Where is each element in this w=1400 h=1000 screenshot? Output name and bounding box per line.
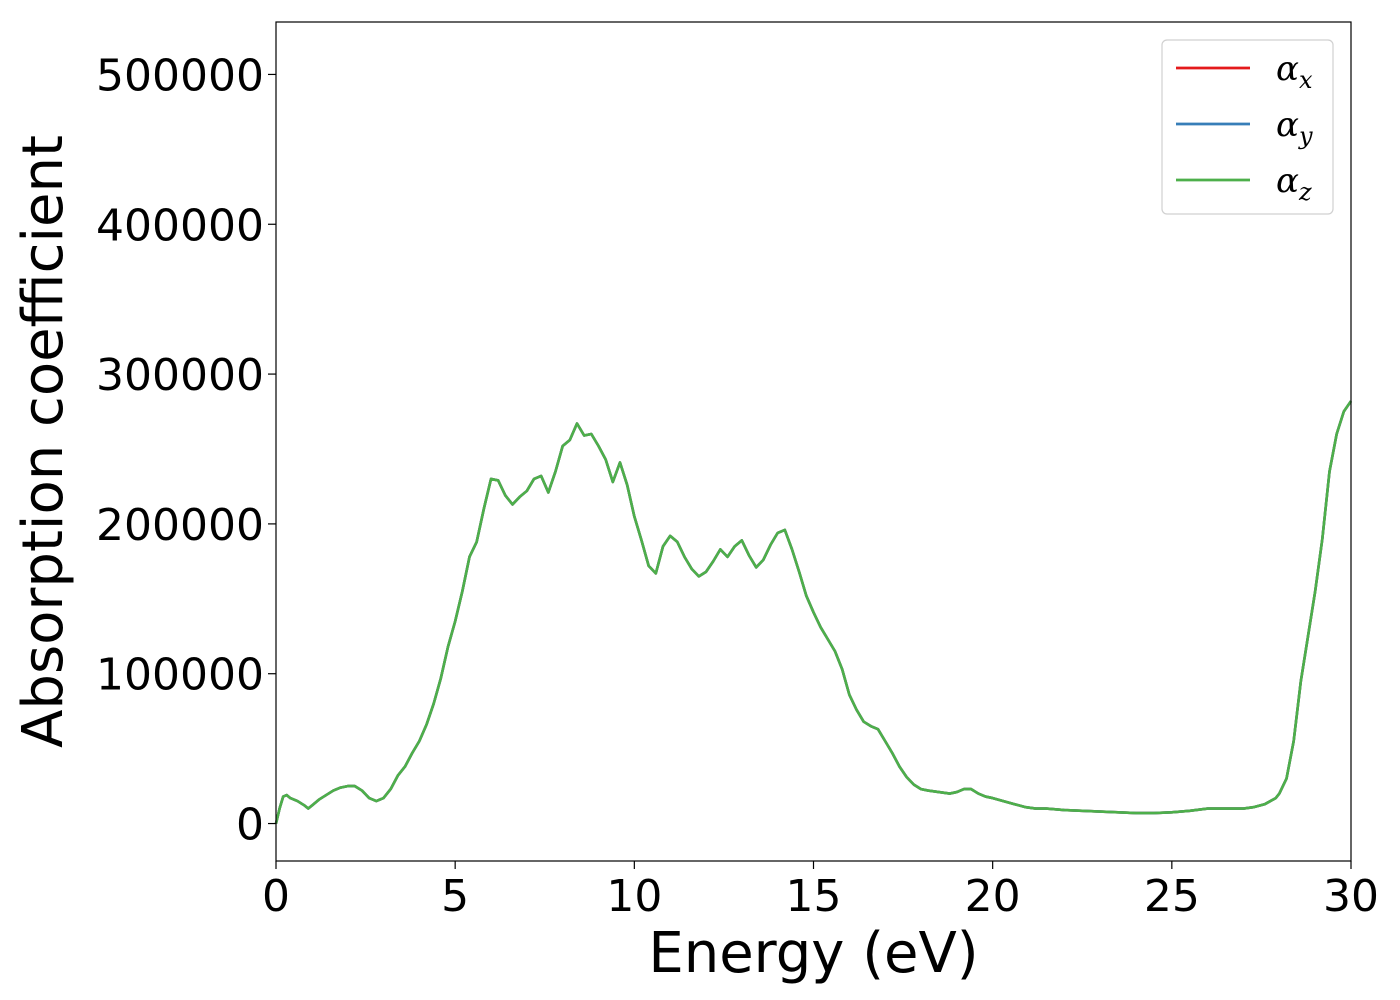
x-tick-label: 30: [1323, 871, 1379, 922]
x-tick-label: 5: [441, 871, 469, 922]
legend-label-2: αz: [1276, 161, 1312, 206]
y-tick-label: 300000: [96, 350, 264, 401]
y-tick-label: 200000: [96, 500, 264, 551]
x-tick-label: 15: [786, 871, 842, 922]
y-tick-label: 0: [236, 800, 264, 851]
y-tick-label: 100000: [96, 650, 264, 701]
legend-label-1: αy: [1276, 105, 1313, 150]
legend-label-0: αx: [1276, 49, 1313, 94]
x-tick-label: 0: [262, 871, 290, 922]
x-tick-label: 10: [606, 871, 662, 922]
y-tick-label: 400000: [96, 200, 264, 251]
x-tick-label: 25: [1144, 871, 1200, 922]
y-tick-label: 500000: [96, 50, 264, 101]
legend-box: [1161, 39, 1334, 215]
y-axis-label: Absorption coefficient: [11, 135, 76, 748]
legend: αx αy αz: [1161, 39, 1334, 215]
x-axis-ticks: 0 5 10 15 20 25 30: [262, 861, 1379, 922]
y-axis-ticks: 0 100000 200000 300000 400000 500000: [96, 50, 276, 851]
series-line-2: [274, 400, 1353, 824]
x-tick-label: 20: [965, 871, 1021, 922]
series-layer: [274, 400, 1353, 824]
x-axis-label: Energy (eV): [648, 921, 978, 986]
